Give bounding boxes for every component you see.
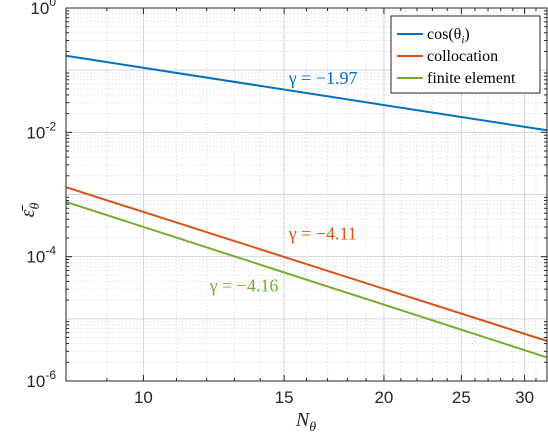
legend-box [390,15,541,94]
ticks [65,7,548,382]
slope-annotation: γ = −1.97 [288,68,358,88]
slope-annotation: γ = −4.11 [288,223,357,243]
y-tick-label: 10-2 [26,119,56,142]
slope-annotation: γ = −4.16 [209,276,279,296]
legend: cos(θi) collocation finite element [390,15,541,94]
x-tick-label: 20 [374,388,393,407]
series-lines [65,54,548,359]
grid [65,8,548,382]
series-line-2 [65,200,548,359]
series-line-1 [65,186,548,342]
y-axis-label: ε̄θ [17,203,43,218]
series-line-0 [65,54,548,132]
y-tick-label: 10-4 [26,244,56,267]
x-tick-label: 15 [275,388,294,407]
legend-label: cos(θi) [427,26,470,46]
legend-label: collocation [427,48,498,65]
x-axis-label: Nθ [295,409,316,435]
x-tick-label: 25 [452,388,471,407]
annotations: γ = −1.97 γ = −4.11 γ = −4.16 [209,68,358,296]
legend-label: finite element [427,70,516,87]
y-tick-label: 10-6 [26,368,56,391]
x-tick-label: 10 [134,388,153,407]
x-tick-label: 30 [515,388,534,407]
legend-items: cos(θi) collocation finite element [397,26,516,87]
tick-labels: 10 15 20 25 30 10-6 10-4 10-2 100 [26,0,534,407]
y-tick-label: 100 [30,0,56,18]
